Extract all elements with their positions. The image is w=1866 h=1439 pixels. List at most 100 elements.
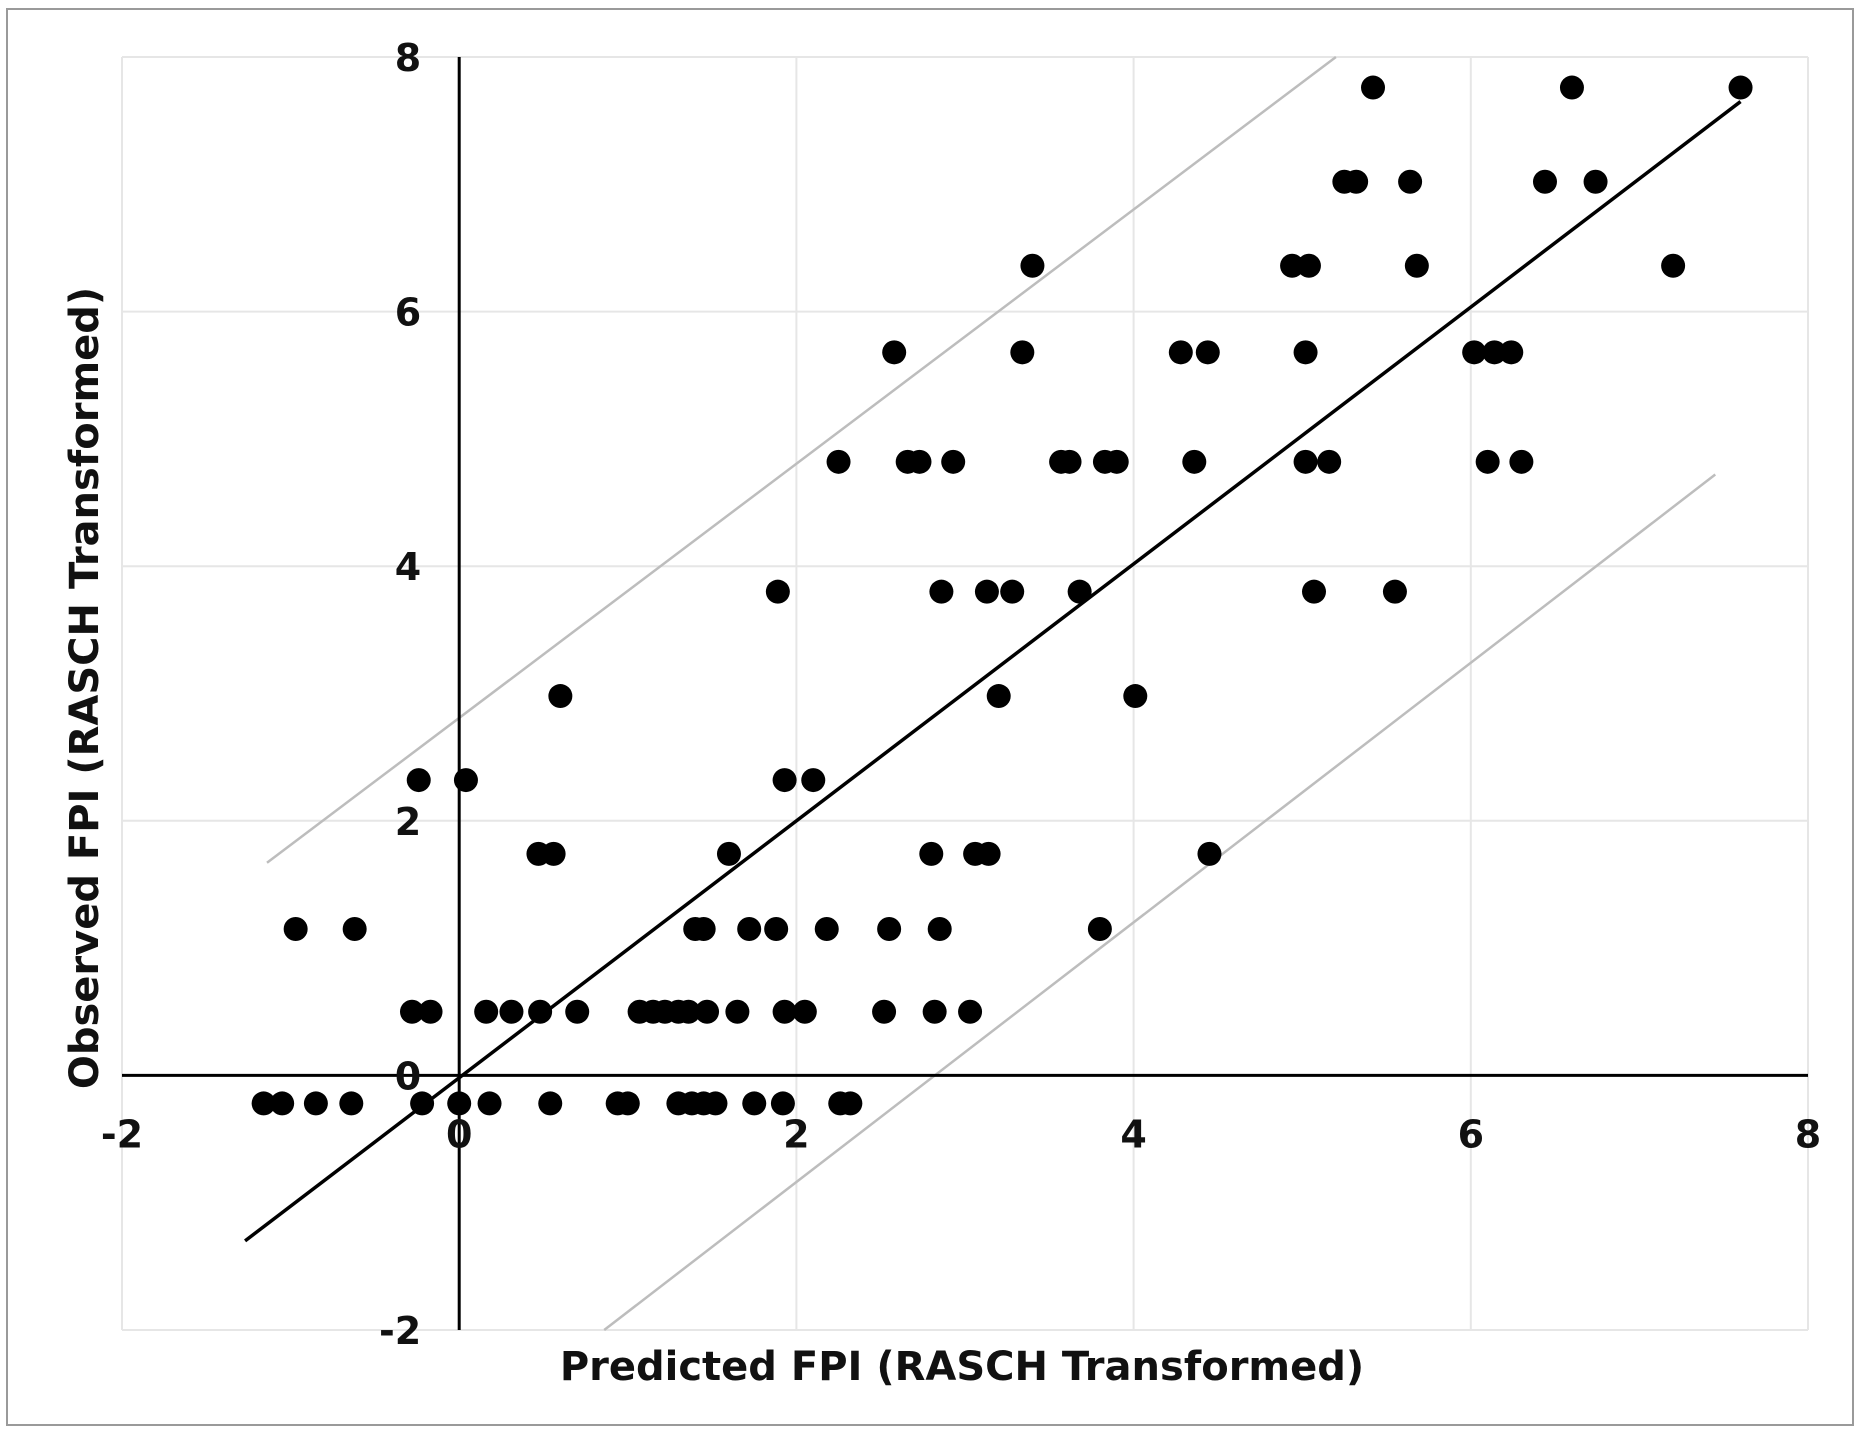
data-point <box>270 1091 295 1116</box>
data-point <box>765 579 790 604</box>
data-point <box>1000 579 1025 604</box>
data-point <box>447 1091 472 1116</box>
data-point <box>1499 340 1524 365</box>
lower-band-line <box>603 473 1717 1331</box>
data-point <box>283 917 308 942</box>
fit-line <box>244 100 1742 1243</box>
y-tick-label: 4 <box>395 545 421 589</box>
data-point <box>764 917 789 942</box>
data-point <box>1583 169 1608 194</box>
data-point <box>974 579 999 604</box>
data-point <box>1123 684 1148 709</box>
upper-band-line <box>266 56 1337 864</box>
prediction-band-lines <box>266 56 1717 1331</box>
data-point <box>1661 253 1686 278</box>
x-tick-label: 4 <box>1120 1112 1146 1156</box>
figure-frame <box>6 8 1854 1426</box>
x-tick-label: 0 <box>446 1112 472 1156</box>
data-point <box>565 999 590 1024</box>
tick-labels: -2 0 2 4 6 8 -2 0 2 4 6 8 <box>101 36 1821 1353</box>
data-point <box>1197 841 1222 866</box>
y-tick-label: -2 <box>379 1309 421 1353</box>
data-point <box>1293 449 1318 474</box>
data-point <box>1020 253 1045 278</box>
data-point <box>725 999 750 1024</box>
y-axis-title: Observed FPI (RASCH Transformed) <box>62 287 108 1089</box>
data-point <box>882 340 907 365</box>
data-points <box>251 75 1753 1116</box>
y-tick-label: 2 <box>395 800 421 844</box>
data-point <box>922 999 947 1024</box>
y-tick-label: 6 <box>395 291 421 335</box>
data-point <box>1182 449 1207 474</box>
data-point <box>1382 579 1407 604</box>
data-point <box>1475 449 1500 474</box>
data-point <box>976 841 1001 866</box>
data-point <box>541 841 566 866</box>
x-axis-title: Predicted FPI (RASCH Transformed) <box>560 1344 1364 1390</box>
data-point <box>716 841 741 866</box>
data-point <box>453 768 478 793</box>
data-point <box>1532 169 1557 194</box>
data-point <box>339 1091 364 1116</box>
data-point <box>499 999 524 1024</box>
data-point <box>1482 340 1507 365</box>
data-point <box>406 768 431 793</box>
data-point <box>1509 449 1534 474</box>
data-point <box>737 917 762 942</box>
data-point <box>303 1091 328 1116</box>
data-point <box>418 999 443 1024</box>
data-point <box>691 917 716 942</box>
data-point <box>538 1091 563 1116</box>
axes <box>122 57 1808 1330</box>
data-point <box>958 999 983 1024</box>
data-point <box>695 999 720 1024</box>
data-point <box>1296 253 1321 278</box>
data-point <box>927 917 952 942</box>
data-point <box>919 841 944 866</box>
data-point <box>742 1091 767 1116</box>
data-point <box>801 768 826 793</box>
y-tick-label: 8 <box>395 36 421 80</box>
data-point <box>1168 340 1193 365</box>
data-point <box>877 917 902 942</box>
data-point <box>986 684 1011 709</box>
data-point <box>772 768 797 793</box>
data-point <box>342 917 367 942</box>
data-point <box>792 999 817 1024</box>
data-point <box>941 449 966 474</box>
data-point <box>399 999 424 1024</box>
data-point <box>615 1091 640 1116</box>
data-point <box>872 999 897 1024</box>
data-point <box>1104 449 1129 474</box>
x-tick-label: 6 <box>1458 1112 1484 1156</box>
data-point <box>1398 169 1423 194</box>
data-point <box>907 449 932 474</box>
data-point <box>929 579 954 604</box>
data-point <box>1302 579 1327 604</box>
data-point <box>410 1091 435 1116</box>
data-point <box>1404 253 1429 278</box>
data-point <box>1293 340 1318 365</box>
data-point <box>1344 169 1369 194</box>
x-tick-label: -2 <box>101 1112 143 1156</box>
data-point <box>1067 579 1092 604</box>
data-point <box>772 999 797 1024</box>
data-point <box>1280 253 1305 278</box>
data-point <box>548 684 573 709</box>
data-point <box>1559 75 1584 100</box>
y-tick-label: 0 <box>395 1054 421 1098</box>
x-tick-label: 2 <box>783 1112 809 1156</box>
data-point <box>676 999 701 1024</box>
data-point <box>838 1091 863 1116</box>
data-point <box>477 1091 502 1116</box>
fit-line-group <box>244 100 1742 1243</box>
data-point <box>251 1091 276 1116</box>
x-tick-label: 8 <box>1795 1112 1821 1156</box>
data-point <box>1057 449 1082 474</box>
data-point <box>1317 449 1342 474</box>
data-point <box>814 917 839 942</box>
data-point <box>703 1091 728 1116</box>
data-point <box>474 999 499 1024</box>
